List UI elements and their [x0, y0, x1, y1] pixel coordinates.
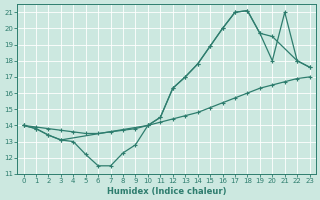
X-axis label: Humidex (Indice chaleur): Humidex (Indice chaleur)	[107, 187, 226, 196]
